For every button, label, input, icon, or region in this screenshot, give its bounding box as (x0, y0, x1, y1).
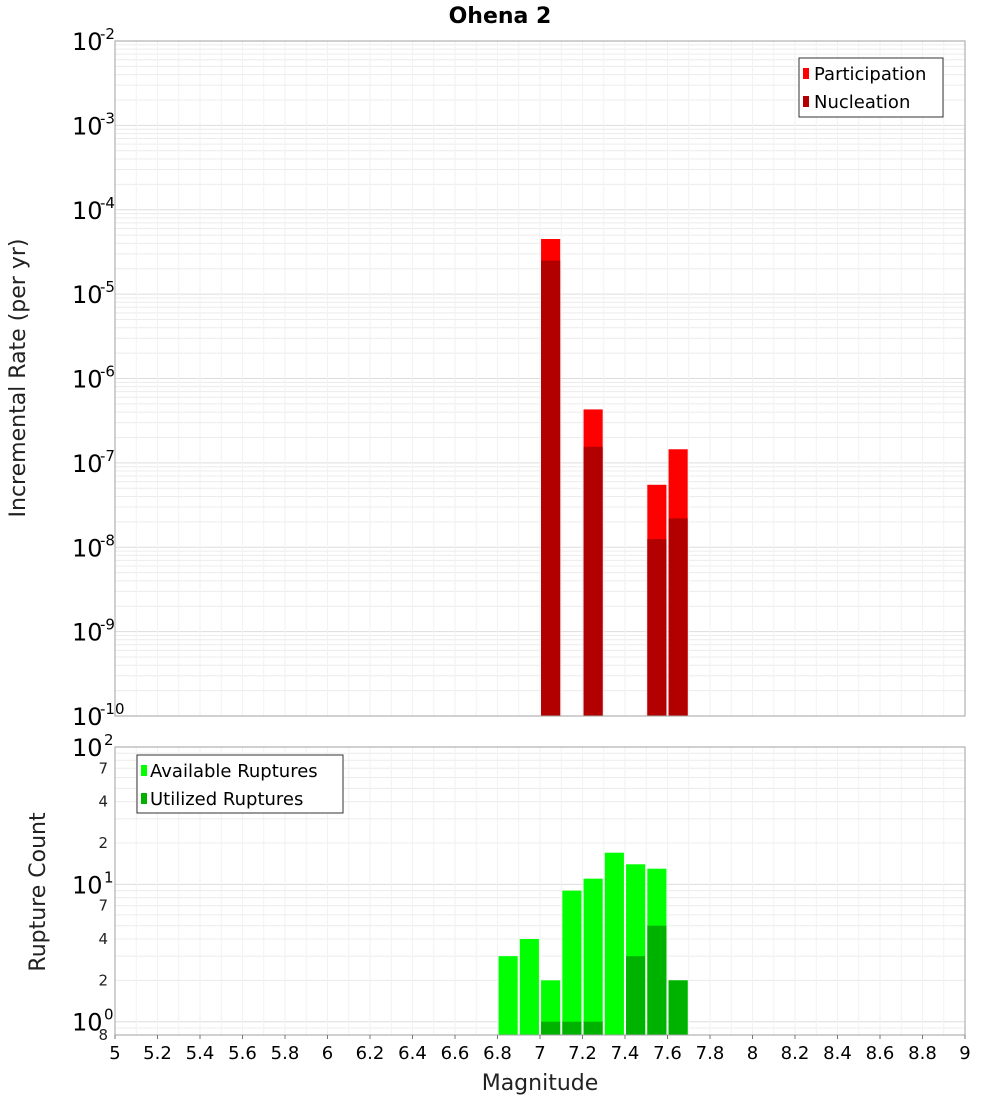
utilized-ruptures-bar (541, 1021, 561, 1035)
rate-y-tick-exponent: -9 (100, 616, 115, 634)
nucleation-legend-label: Nucleation (814, 92, 910, 113)
magnitude-x-tick-label: 6.2 (356, 1043, 385, 1064)
nucleation-bar (583, 446, 603, 716)
magnitude-x-tick-label: 9 (959, 1043, 970, 1064)
nucleation-legend-swatch (803, 96, 809, 107)
participation-legend-swatch (803, 68, 809, 79)
magnitude-x-ticks: 5 5.2 5.4 5.6 5.8 6 6.2 6.4 6.6 6.8 7 7.2 7.4 7.6 7.8 8… (109, 1035, 971, 1064)
count-y-minor-tick-label: 2 (98, 971, 108, 989)
magnitude-x-tick-label: 7.8 (696, 1043, 725, 1064)
available-ruptures-bar (562, 890, 582, 1035)
count-y-axis-label: Rupture Count (26, 812, 51, 972)
utilized-ruptures-bar (562, 1021, 582, 1035)
count-y-minor-tick-label: 4 (98, 793, 108, 811)
participation-legend-label: Participation (814, 64, 926, 85)
rate-y-tick-label: 10 (72, 112, 103, 140)
nucleation-bar (647, 539, 667, 716)
rate-y-tick-exponent: -6 (100, 363, 115, 381)
rate-y-tick-exponent: -4 (100, 194, 115, 212)
count-y-minor-tick-label: 4 (98, 930, 108, 948)
rate-y-tick-exponent: -8 (100, 531, 115, 549)
magnitude-x-tick-label: 7.2 (568, 1043, 597, 1064)
available-ruptures-bar (604, 852, 624, 1035)
nucleation-bar (668, 518, 688, 716)
magnitude-x-tick-label: 5 (109, 1043, 120, 1064)
magnitude-x-tick-label: 8.4 (823, 1043, 852, 1064)
count-y-minor-tick-label: 2 (98, 834, 108, 852)
rate-y-tick-label: 10 (72, 366, 103, 394)
magnitude-x-tick-label: 7 (534, 1043, 545, 1064)
utilized-ruptures-bar (647, 925, 667, 1035)
magnitude-x-axis-label: Magnitude (482, 1071, 599, 1096)
rate-plot-frame (114, 40, 966, 717)
magnitude-x-tick-label: 5.2 (143, 1043, 172, 1064)
rate-y-tick-label: 10 (72, 281, 103, 309)
available-ruptures-bar (541, 980, 561, 1035)
rate-y-tick-label: 10 (72, 534, 103, 562)
rate-y-tick-label: 10 (72, 703, 103, 731)
rate-gridlines (115, 41, 966, 717)
utilized-ruptures-legend-label: Utilized Ruptures (150, 789, 303, 810)
rate-y-tick-exponent: -5 (100, 278, 115, 296)
rate-y-tick-exponent: -10 (100, 700, 125, 718)
rate-y-tick-label: 10 (72, 197, 103, 225)
count-y-minor-tick-label: 8 (98, 1026, 108, 1044)
rate-y-axis-label: Incremental Rate (per yr) (6, 239, 31, 518)
rate-y-tick-exponent: -3 (100, 109, 115, 127)
available-ruptures-legend-swatch (141, 765, 147, 776)
magnitude-x-tick-label: 5.8 (271, 1043, 300, 1064)
rate-legend: Participation Nucleation (798, 57, 944, 118)
magnitude-x-tick-label: 6.8 (483, 1043, 512, 1064)
utilized-ruptures-bar (583, 1021, 603, 1035)
utilized-ruptures-legend-swatch (141, 793, 147, 804)
rate-y-ticks: 10-210-310-410-510-610-710-810-910-10 (72, 25, 125, 731)
magnitude-x-tick-label: 7.6 (653, 1043, 682, 1064)
rate-y-tick-label: 10 (72, 28, 103, 56)
count-y-tick-exponent: 0 (104, 1006, 114, 1024)
count-y-tick-exponent: 1 (104, 868, 114, 886)
rate-y-tick-exponent: -2 (100, 25, 115, 43)
magnitude-x-tick-label: 5.6 (228, 1043, 257, 1064)
magnitude-x-tick-label: 6 (322, 1043, 333, 1064)
utilized-ruptures-bar (626, 956, 646, 1035)
available-ruptures-bar (498, 956, 518, 1035)
rate-y-tick-label: 10 (72, 450, 103, 478)
count-y-tick-label: 10 (72, 1009, 103, 1037)
rate-legend-box (798, 57, 944, 118)
magnitude-x-tick-label: 5.4 (186, 1043, 215, 1064)
rate-y-tick-label: 10 (72, 619, 103, 647)
count-legend: Available Ruptures Utilized Ruptures (136, 754, 344, 814)
count-y-tick-label: 10 (72, 734, 103, 762)
available-ruptures-legend-label: Available Ruptures (150, 761, 318, 782)
rate-plot: 10-210-310-410-510-610-710-810-910-10 In… (6, 25, 966, 731)
magnitude-x-tick-label: 8.8 (908, 1043, 937, 1064)
count-bars (498, 852, 688, 1035)
count-legend-box (136, 754, 344, 814)
magnitude-x-tick-label: 6.6 (441, 1043, 470, 1064)
count-y-tick-exponent: 2 (104, 731, 114, 749)
magnitude-x-tick-label: 8 (747, 1043, 758, 1064)
magnitude-x-tick-label: 6.4 (398, 1043, 427, 1064)
count-y-tick-label: 10 (72, 871, 103, 899)
rate-bars (541, 239, 688, 716)
magnitude-x-tick-label: 7.4 (611, 1043, 640, 1064)
count-gridlines (115, 747, 966, 1036)
rate-y-tick-exponent: -7 (100, 447, 115, 465)
available-ruptures-bar (519, 939, 539, 1035)
utilized-ruptures-bar (668, 980, 688, 1035)
chart-title: Ohena 2 (449, 4, 552, 29)
available-ruptures-bar (583, 878, 603, 1035)
nucleation-bar (541, 260, 561, 716)
count-y-minor-tick-label: 7 (98, 759, 108, 777)
magnitude-x-tick-label: 8.6 (866, 1043, 895, 1064)
magnitude-x-tick-label: 8.2 (781, 1043, 810, 1064)
count-y-minor-tick-label: 7 (98, 897, 108, 915)
